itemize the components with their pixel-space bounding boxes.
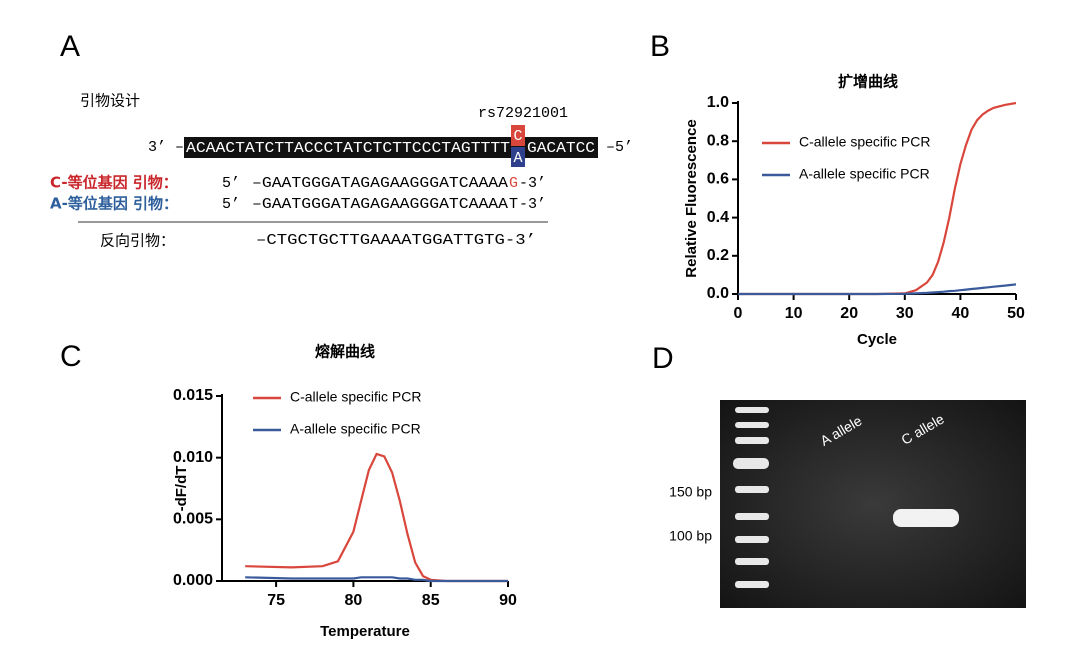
prime-end: –5’ — [606, 139, 633, 156]
primer-seq: –CTGCTGCTTGAAAATGGATTGTG-3’ — [256, 232, 536, 249]
x-tick-label: 10 — [785, 305, 803, 322]
y-tick-label: 0.000 — [173, 572, 213, 589]
prime-end: -3’ — [519, 175, 546, 192]
legend-label: A-allele specific PCR — [290, 421, 421, 437]
primer-name: C-等位基因 引物： — [50, 174, 178, 192]
primer-seq: –GAATGGGATAGAGAAGGGATCAAAA — [252, 196, 508, 213]
primer-end: G — [509, 175, 518, 192]
prime-end: 5’ — [222, 196, 240, 213]
y-tick-label: 0.0 — [707, 285, 729, 302]
panel-letter: D — [652, 342, 674, 375]
x-tick-label: 75 — [267, 592, 285, 609]
marker-label: 150 bp — [669, 484, 712, 500]
template-seq: ACAACTATCTTACCCTATCTCTTCCCTAGTTTT — [186, 140, 510, 157]
prime-end: -3’ — [519, 196, 546, 213]
series-line — [738, 283, 1017, 296]
gel — [720, 400, 1026, 608]
y-tick-label: 0.005 — [173, 511, 213, 528]
x-tick-label: 85 — [422, 592, 440, 609]
legend-label: C-allele specific PCR — [290, 389, 421, 405]
marker-label: 100 bp — [669, 528, 712, 544]
series-line — [245, 452, 508, 583]
primer-name: A-等位基因 引物： — [50, 195, 178, 213]
y-tick-label: 0.015 — [173, 387, 213, 404]
legend-label: A-allele specific PCR — [799, 166, 930, 182]
template-box — [184, 137, 598, 158]
x-tick-label: 0 — [734, 305, 743, 322]
legend-label: C-allele specific PCR — [799, 134, 930, 150]
panel-letter: C — [60, 340, 82, 373]
primer-end: T — [509, 196, 518, 213]
band — [893, 509, 959, 527]
primer-name: 反向引物： — [100, 232, 175, 250]
x-tick-label: 40 — [952, 305, 970, 322]
y-tick-label: 0.6 — [707, 171, 729, 188]
chart-title: 熔解曲线 — [315, 343, 375, 361]
x-tick-label: 30 — [896, 305, 914, 322]
x-tick-label: 90 — [499, 592, 517, 609]
ladder — [733, 407, 769, 588]
chart-title: 扩增曲线 — [838, 73, 898, 91]
y-tick-label: 0.4 — [707, 209, 729, 226]
x-tick-label: 50 — [1007, 305, 1025, 322]
y-tick-label: 1.0 — [707, 94, 729, 111]
snp-id: rs72921001 — [478, 105, 568, 122]
x-tick-label: 80 — [345, 592, 363, 609]
y-tick-label: 0.8 — [707, 132, 729, 149]
primer-seq: –GAATGGGATAGAGAAGGGATCAAAA — [252, 175, 508, 192]
panel-letter: B — [650, 30, 670, 63]
prime-end: 3’ – — [148, 139, 184, 156]
allele-box — [511, 125, 525, 146]
series-line — [738, 101, 1017, 296]
x-axis-label: Temperature — [320, 623, 410, 640]
prime-end: 5’ — [222, 175, 240, 192]
series-line — [245, 576, 508, 583]
x-tick-label: 20 — [840, 305, 858, 322]
y-tick-label: 0.2 — [707, 247, 729, 264]
panel-letter: A — [60, 30, 80, 63]
y-axis-label: Relative Fluorescence — [683, 119, 700, 277]
allele-box — [511, 147, 525, 167]
panel-title: 引物设计 — [80, 92, 140, 110]
x-axis-label: Cycle — [857, 331, 897, 348]
allele: C — [513, 128, 522, 145]
allele: A — [513, 150, 522, 167]
template-seq: GACATCC — [527, 140, 595, 157]
y-tick-label: 0.010 — [173, 449, 213, 466]
y-axis-label: -dF/dT — [173, 466, 190, 512]
